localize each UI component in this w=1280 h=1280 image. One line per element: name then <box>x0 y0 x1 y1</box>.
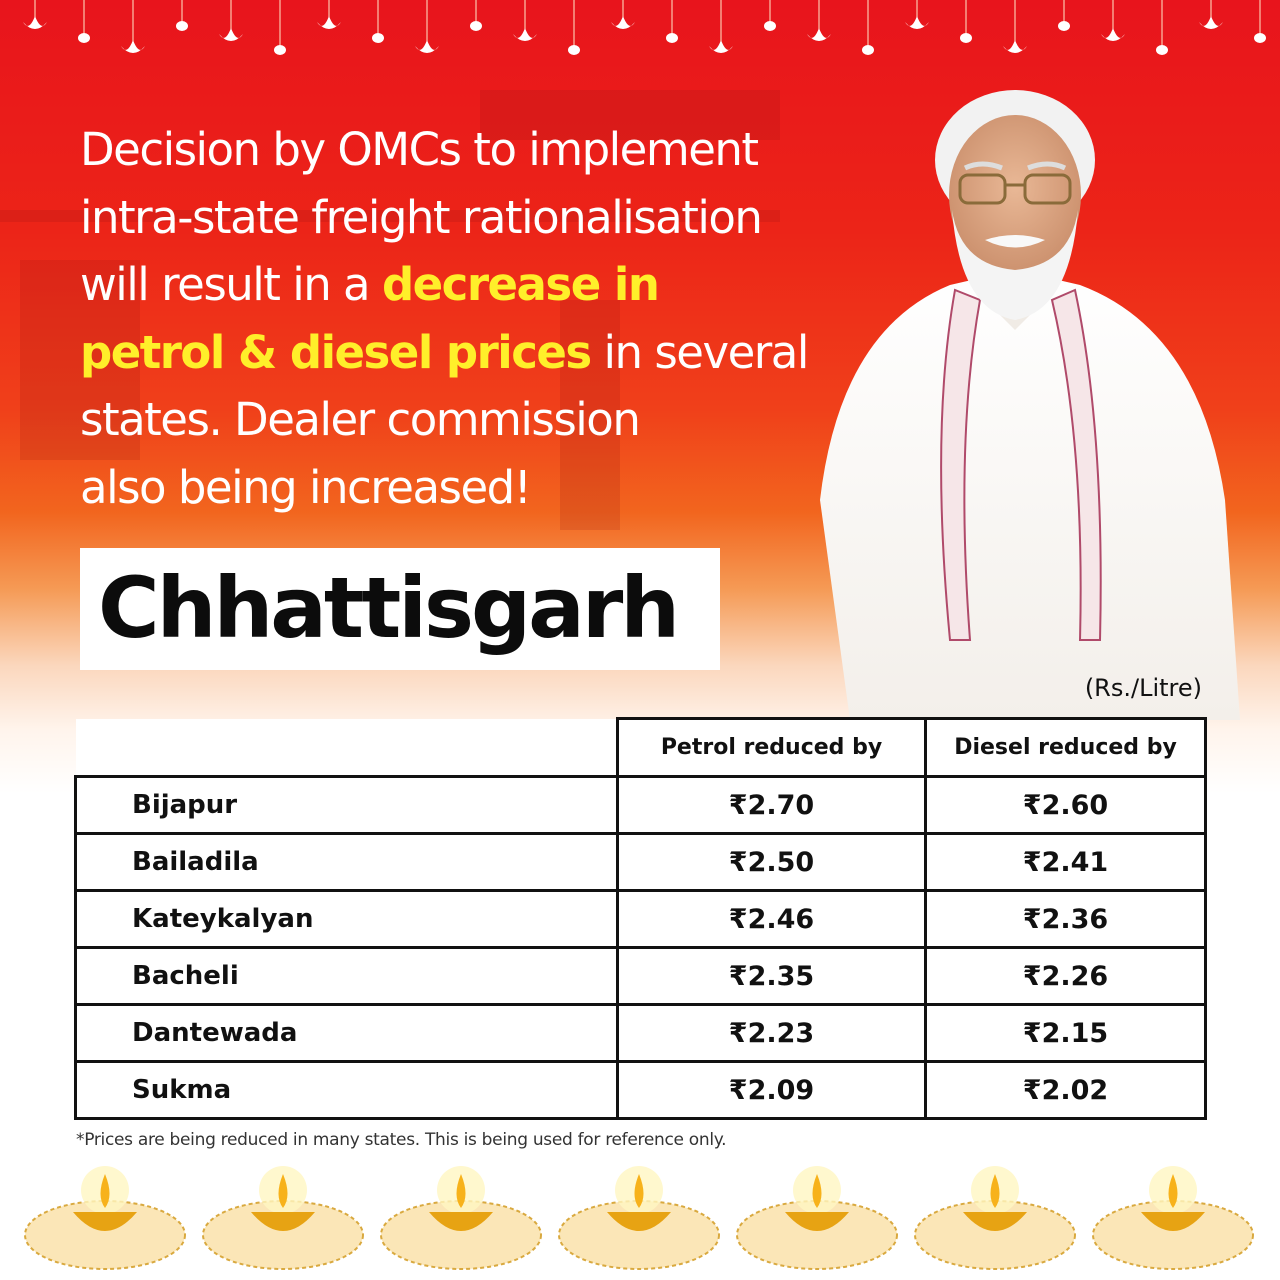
lotus-icon <box>611 0 635 29</box>
diya-lamp-row <box>24 1166 1254 1270</box>
hanging-lamp-icon <box>176 0 188 31</box>
hanging-lamp-icon <box>1254 0 1266 43</box>
headline-line: will result in a <box>80 258 382 311</box>
lotus-icon <box>1003 0 1027 53</box>
background-scenery <box>480 90 780 140</box>
lotus-icon <box>415 0 439 53</box>
background-scenery <box>0 210 780 222</box>
background-scenery <box>20 260 140 460</box>
lotus-icon <box>1199 0 1223 29</box>
diya-lamp-icon <box>24 1166 186 1270</box>
headline: Decision by OMCs to implement intra-stat… <box>80 116 860 521</box>
table-row: Sukma ₹2.09 ₹2.02 <box>74 1060 1207 1120</box>
table-cell-location: Bailadila <box>74 832 619 892</box>
headline-line: states. Dealer commission <box>80 393 641 446</box>
table-cell-diesel: ₹2.60 <box>924 775 1207 835</box>
lotus-icon <box>317 0 341 29</box>
headline-highlight: petrol & diesel prices <box>80 325 592 379</box>
hanging-lamp-icon <box>1058 0 1070 31</box>
table-cell-diesel: ₹2.02 <box>924 1060 1207 1120</box>
headline-line: also being increased! <box>80 460 532 514</box>
table-cell-petrol: ₹2.50 <box>616 832 927 892</box>
table-row: Bijapur ₹2.70 ₹2.60 <box>74 775 1207 835</box>
table-cell-petrol: ₹2.35 <box>616 946 927 1006</box>
state-name: Chhattisgarh <box>98 559 680 657</box>
lotus-icon <box>219 0 243 41</box>
hanging-lamp-icon <box>372 0 384 43</box>
table-cell-location: Dantewada <box>74 1003 619 1063</box>
table-cell-location: Bijapur <box>74 775 619 835</box>
diya-lamp-icon <box>1092 1166 1254 1270</box>
hanging-lamp-icon <box>78 0 90 43</box>
table-cell-diesel: ₹2.26 <box>924 946 1207 1006</box>
hanging-lamp-icon <box>862 0 874 55</box>
hanging-lamp-icon <box>960 0 972 43</box>
hanging-lamp-icon <box>764 0 776 31</box>
table-cell-diesel: ₹2.15 <box>924 1003 1207 1063</box>
diya-lamp-icon <box>914 1166 1076 1270</box>
hanging-lamp-icon <box>568 0 580 55</box>
lotus-lamp-garland-icon <box>23 0 1266 55</box>
table-row: Bailadila ₹2.50 ₹2.41 <box>74 832 1207 892</box>
diya-lamp-icon <box>736 1166 898 1270</box>
lotus-icon <box>807 0 831 41</box>
diya-lamp-icon <box>202 1166 364 1270</box>
table-cell-location: Bacheli <box>74 946 619 1006</box>
hanging-lamp-icon <box>666 0 678 43</box>
table-cell-location: Kateykalyan <box>74 889 619 949</box>
table-header-diesel: Diesel reduced by <box>924 717 1207 778</box>
lotus-icon <box>121 0 145 53</box>
table-cell-petrol: ₹2.23 <box>616 1003 927 1063</box>
headline-line: in several <box>590 325 810 379</box>
person-portrait <box>820 90 1240 720</box>
table-row: Dantewada ₹2.23 ₹2.15 <box>74 1003 1207 1063</box>
footnote: *Prices are being reduced in many states… <box>76 1130 727 1150</box>
table-cell-petrol: ₹2.70 <box>616 775 927 835</box>
table-cell-diesel: ₹2.36 <box>924 889 1207 949</box>
table-row: Bacheli ₹2.35 ₹2.26 <box>74 946 1207 1006</box>
table-cell-location: Sukma <box>74 1060 619 1120</box>
table-row: Kateykalyan ₹2.46 ₹2.36 <box>74 889 1207 949</box>
hanging-lamp-icon <box>1156 0 1168 55</box>
background-scenery <box>560 300 620 530</box>
lotus-icon <box>513 0 537 41</box>
hanging-lamp-icon <box>470 0 482 31</box>
state-label-box: Chhattisgarh <box>80 548 720 670</box>
lotus-icon <box>905 0 929 29</box>
headline-line: intra-state freight rationalisation <box>80 190 763 244</box>
lotus-icon <box>23 0 47 29</box>
diya-lamp-icon <box>380 1166 542 1270</box>
table-header-petrol: Petrol reduced by <box>616 717 927 778</box>
table-cell-petrol: ₹2.09 <box>616 1060 927 1120</box>
table-header-row: Petrol reduced by Diesel reduced by <box>75 717 1207 778</box>
headline-highlight: decrease in <box>381 258 660 311</box>
lotus-icon <box>1101 0 1125 41</box>
table-header-blank <box>75 718 618 778</box>
lotus-icon <box>709 0 733 53</box>
unit-label: (Rs./Litre) <box>1084 674 1202 702</box>
price-reduction-table: Petrol reduced by Diesel reduced by Bija… <box>74 717 1207 1120</box>
headline-line: Decision by OMCs to implement <box>80 123 759 176</box>
table-cell-petrol: ₹2.46 <box>616 889 927 949</box>
hanging-lamp-icon <box>274 0 286 55</box>
diya-lamp-icon <box>558 1166 720 1270</box>
table-cell-diesel: ₹2.41 <box>924 832 1207 892</box>
